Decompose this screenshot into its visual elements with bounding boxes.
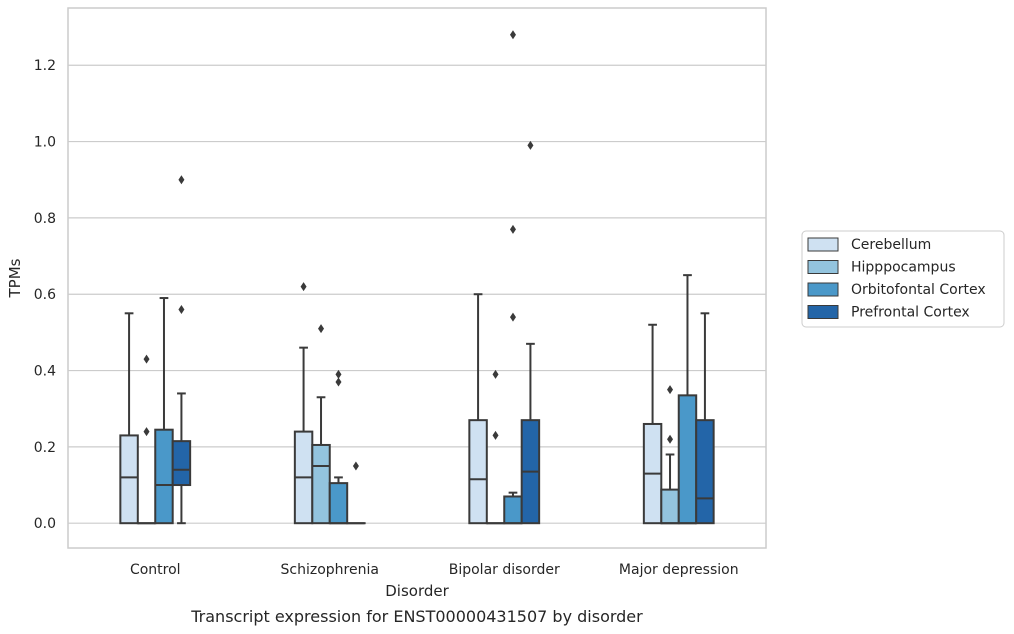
box-2-3 [520, 140, 541, 525]
box [503, 495, 523, 525]
box [154, 428, 174, 525]
outlier-point [667, 385, 674, 395]
outlier-point [527, 140, 534, 150]
box-plots [119, 30, 715, 525]
y-tick-label: 0.0 [34, 516, 56, 532]
x-tick-label: Control [130, 562, 181, 578]
legend-label: Cerebellum [851, 237, 931, 253]
x-axis: Control Schizophrenia Bipolar disorder Majo… [130, 562, 739, 578]
outlier-point [509, 312, 516, 322]
box-0-0 [119, 312, 139, 525]
x-tick-label: Major depression [619, 562, 739, 578]
box-2-0 [468, 293, 488, 525]
outlier-point [178, 175, 185, 185]
box-1-2 [328, 369, 349, 525]
y-tick-label: 0.8 [34, 211, 56, 227]
box [677, 394, 698, 525]
y-tick-label: 0.2 [34, 440, 56, 456]
y-tick-label: 1.2 [34, 58, 56, 74]
box-2-1 [485, 369, 506, 525]
outlier-point [492, 430, 499, 440]
outlier-point [300, 282, 307, 292]
outlier-point [667, 434, 674, 444]
box-2-2 [503, 30, 523, 525]
box [119, 434, 139, 525]
box-3-0 [642, 323, 663, 525]
outlier-point [352, 461, 359, 471]
outlier-point [143, 354, 150, 364]
legend-swatch [807, 305, 839, 319]
box [468, 419, 488, 525]
box-1-1 [311, 324, 331, 525]
box [660, 488, 680, 525]
box-1-0 [293, 282, 314, 525]
outlier-point [335, 377, 342, 387]
legend-label: Hipppocampus [851, 260, 956, 276]
outlier-point [335, 369, 342, 379]
x-tick-label: Schizophrenia [281, 562, 379, 578]
box-3-3 [695, 312, 715, 525]
box-1-3 [346, 461, 366, 525]
legend-label: Orbitofontal Cortex [851, 282, 986, 298]
outlier-point [178, 304, 185, 314]
outlier-point [318, 324, 325, 334]
box-0-3 [171, 175, 192, 525]
box [695, 419, 715, 525]
outlier-point [509, 224, 516, 234]
legend-swatch [807, 237, 839, 252]
legend-frame [801, 230, 1005, 328]
y-tick-label: 0.6 [34, 287, 56, 303]
box-0-1 [136, 354, 157, 525]
legend: Cerebellum Hipppocampus Orbitofontal Corte… [801, 230, 1005, 328]
box-3-2 [677, 274, 698, 525]
y-axis-label: TPMs [6, 258, 24, 298]
box [311, 443, 331, 525]
plot-frame [67, 7, 767, 549]
legend-label: Prefrontal Cortex [851, 305, 970, 321]
outlier-point [143, 427, 150, 437]
y-tick-label: 0.4 [34, 364, 56, 380]
legend-swatch [807, 260, 839, 274]
y-tick-label: 1.0 [34, 135, 56, 151]
legend-swatch [807, 282, 839, 297]
box [328, 482, 349, 525]
x-axis-label: Disorder [385, 582, 449, 600]
y-axis: 0.0 0.2 0.4 0.6 0.8 1.0 1.2 [34, 58, 56, 532]
outlier-point [492, 369, 499, 379]
x-tick-label: Bipolar disorder [449, 562, 560, 578]
figure-caption: Transcript expression for ENST0000043150… [190, 607, 643, 626]
outlier-point [509, 30, 516, 40]
box [171, 440, 192, 487]
